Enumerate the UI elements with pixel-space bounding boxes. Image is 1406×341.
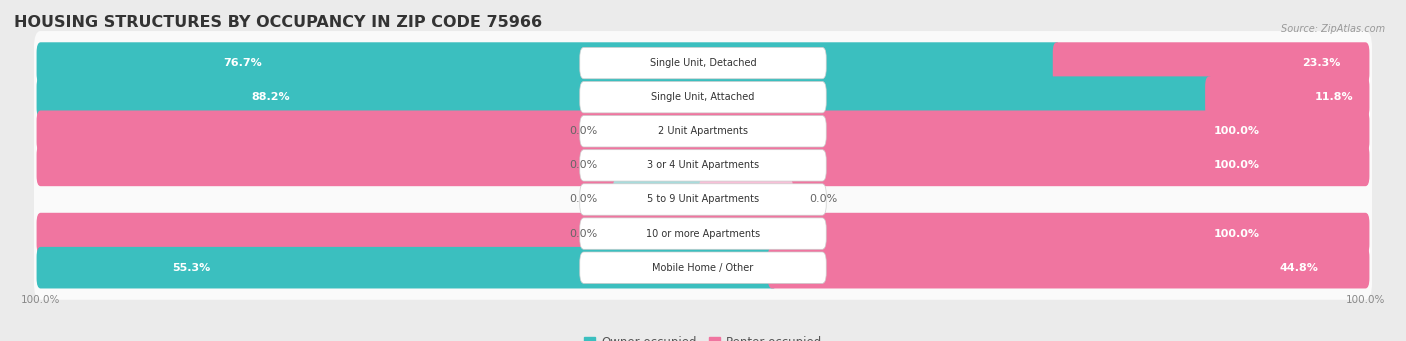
- FancyBboxPatch shape: [1205, 76, 1369, 118]
- FancyBboxPatch shape: [579, 81, 827, 113]
- FancyBboxPatch shape: [579, 218, 827, 249]
- FancyBboxPatch shape: [34, 167, 1372, 232]
- FancyBboxPatch shape: [579, 252, 827, 283]
- Text: 0.0%: 0.0%: [569, 194, 598, 205]
- Text: HOUSING STRUCTURES BY OCCUPANCY IN ZIP CODE 75966: HOUSING STRUCTURES BY OCCUPANCY IN ZIP C…: [14, 15, 543, 30]
- FancyBboxPatch shape: [37, 247, 778, 288]
- FancyBboxPatch shape: [37, 42, 1060, 84]
- Text: 5 to 9 Unit Apartments: 5 to 9 Unit Apartments: [647, 194, 759, 205]
- FancyBboxPatch shape: [613, 213, 707, 254]
- Text: 100.0%: 100.0%: [1213, 126, 1260, 136]
- FancyBboxPatch shape: [613, 145, 707, 186]
- FancyBboxPatch shape: [34, 202, 1372, 266]
- Text: 0.0%: 0.0%: [808, 194, 837, 205]
- FancyBboxPatch shape: [1053, 42, 1369, 84]
- Text: Single Unit, Detached: Single Unit, Detached: [650, 58, 756, 68]
- FancyBboxPatch shape: [34, 31, 1372, 95]
- FancyBboxPatch shape: [37, 76, 1213, 118]
- Legend: Owner-occupied, Renter-occupied: Owner-occupied, Renter-occupied: [579, 331, 827, 341]
- Text: 10 or more Apartments: 10 or more Apartments: [645, 228, 761, 239]
- Text: 0.0%: 0.0%: [569, 160, 598, 170]
- Text: 3 or 4 Unit Apartments: 3 or 4 Unit Apartments: [647, 160, 759, 170]
- Text: 100.0%: 100.0%: [1213, 228, 1260, 239]
- FancyBboxPatch shape: [34, 133, 1372, 197]
- Text: 76.7%: 76.7%: [224, 58, 263, 68]
- Text: Source: ZipAtlas.com: Source: ZipAtlas.com: [1281, 24, 1385, 34]
- FancyBboxPatch shape: [37, 145, 1369, 186]
- Text: Mobile Home / Other: Mobile Home / Other: [652, 263, 754, 273]
- Text: 100.0%: 100.0%: [1213, 160, 1260, 170]
- FancyBboxPatch shape: [37, 110, 1369, 152]
- Text: 0.0%: 0.0%: [569, 126, 598, 136]
- FancyBboxPatch shape: [579, 184, 827, 215]
- FancyBboxPatch shape: [579, 150, 827, 181]
- Text: 44.8%: 44.8%: [1279, 263, 1317, 273]
- Text: 11.8%: 11.8%: [1315, 92, 1353, 102]
- FancyBboxPatch shape: [37, 213, 1369, 254]
- Text: 2 Unit Apartments: 2 Unit Apartments: [658, 126, 748, 136]
- FancyBboxPatch shape: [34, 99, 1372, 163]
- FancyBboxPatch shape: [34, 236, 1372, 300]
- Text: 0.0%: 0.0%: [569, 228, 598, 239]
- FancyBboxPatch shape: [613, 110, 707, 152]
- Text: Single Unit, Attached: Single Unit, Attached: [651, 92, 755, 102]
- Text: 23.3%: 23.3%: [1302, 58, 1341, 68]
- FancyBboxPatch shape: [579, 116, 827, 147]
- Text: 55.3%: 55.3%: [173, 263, 211, 273]
- Text: 88.2%: 88.2%: [250, 92, 290, 102]
- FancyBboxPatch shape: [34, 65, 1372, 129]
- FancyBboxPatch shape: [768, 247, 1369, 288]
- FancyBboxPatch shape: [579, 47, 827, 79]
- FancyBboxPatch shape: [699, 179, 793, 220]
- FancyBboxPatch shape: [613, 179, 707, 220]
